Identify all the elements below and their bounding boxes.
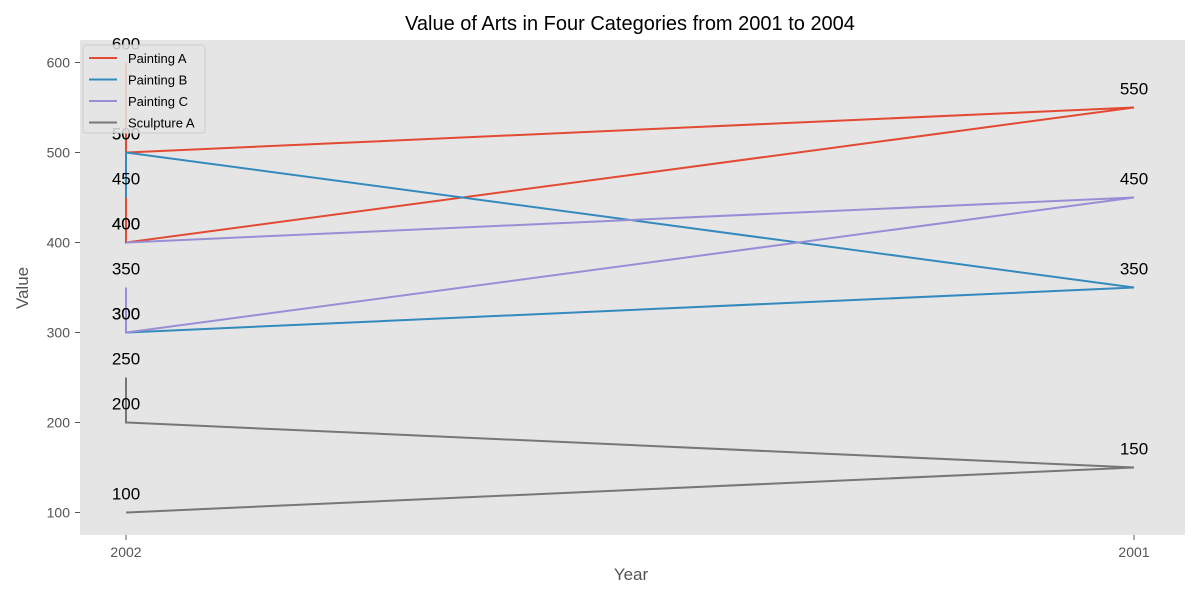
legend-label: Painting A: [128, 51, 187, 66]
x-tick-label: 2002: [110, 544, 141, 560]
data-label: 200: [112, 395, 140, 414]
legend: Painting A Painting B Painting C Sculpture …: [82, 44, 206, 134]
y-tick-label: 100: [47, 505, 71, 521]
x-tick-label: 2001: [1118, 544, 1149, 560]
plot-area: [80, 40, 1185, 535]
data-label: 350: [1120, 260, 1148, 279]
data-label: 350: [112, 260, 140, 279]
chart-title: Value of Arts in Four Categories from 20…: [405, 13, 855, 35]
y-axis: 100 200 300 400 500 600: [47, 55, 80, 521]
data-label: 400: [112, 215, 140, 234]
series-line-sculpture-a: [125, 377, 1135, 514]
data-label: 250: [112, 350, 140, 369]
y-axis-label: Value: [13, 267, 32, 309]
legend-box: [82, 44, 206, 134]
legend-label: Painting C: [128, 94, 188, 109]
series-lines: [125, 62, 1135, 514]
data-label: 550: [1120, 80, 1148, 99]
legend-label: Sculpture A: [128, 116, 195, 131]
y-tick-label: 300: [47, 325, 71, 341]
x-axis: 2002 2001: [110, 535, 1150, 560]
y-tick-label: 400: [47, 235, 71, 251]
y-tick-label: 600: [47, 55, 71, 71]
data-label: 100: [112, 485, 140, 504]
data-label: 300: [112, 305, 140, 324]
x-axis-label: Year: [614, 565, 649, 584]
y-tick-label: 500: [47, 145, 71, 161]
data-label: 400: [112, 215, 140, 234]
legend-label: Painting B: [128, 73, 187, 88]
y-tick-label: 200: [47, 415, 71, 431]
data-label: 150: [1120, 440, 1148, 459]
data-label: 450: [112, 170, 140, 189]
data-label: 450: [1120, 170, 1148, 189]
series-line-painting-c: [125, 196, 1135, 334]
data-label: 300: [112, 305, 140, 324]
